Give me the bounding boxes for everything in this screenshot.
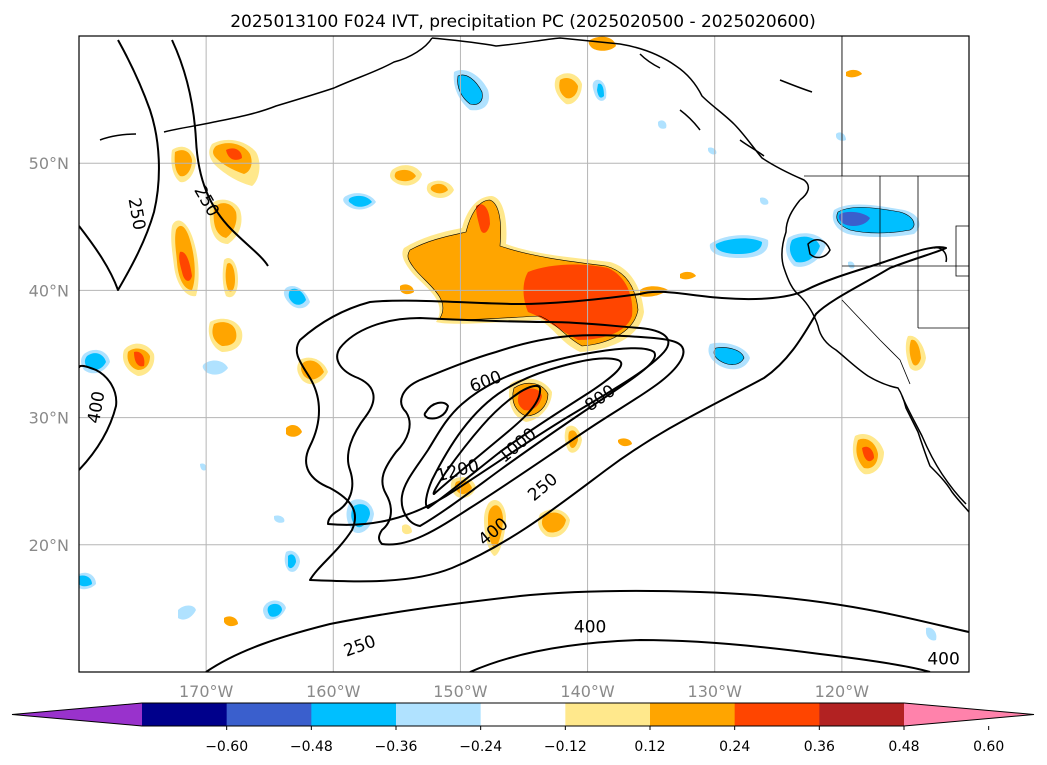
colorbar-segment <box>311 703 397 726</box>
x-axis-ticks: 170°W 160°W 150°W 140°W 130°W 120°W <box>179 682 869 701</box>
colorbar-segment <box>142 703 228 726</box>
colorbar-tick-label: 0.24 <box>719 739 750 755</box>
y-tick-label: 50°N <box>29 154 69 173</box>
map-frame <box>78 35 970 673</box>
colorbar-tick-label: 0.60 <box>973 739 1004 755</box>
colorbar-segment <box>650 703 736 726</box>
ivt-contour-label: 400 <box>574 617 606 637</box>
colorbar <box>11 702 1035 727</box>
precip-negative-areas <box>79 70 937 641</box>
colorbar-segment <box>734 703 820 726</box>
y-tick-label: 40°N <box>29 281 69 300</box>
colorbar-segment <box>396 703 482 726</box>
colorbar-tick-label: 0.12 <box>634 739 665 755</box>
colorbar-tick-label: −0.60 <box>205 739 248 755</box>
colorbar-tick-label: −0.36 <box>375 739 418 755</box>
colorbar-tick-label: −0.24 <box>459 739 502 755</box>
x-tick-label: 160°W <box>306 682 361 701</box>
x-tick-label: 150°W <box>433 682 488 701</box>
colorbar-tick-label: 0.48 <box>888 739 919 755</box>
colorbar-segment <box>226 703 312 726</box>
colorbar-tick-label: 0.36 <box>804 739 835 755</box>
x-tick-label: 170°W <box>179 682 234 701</box>
coastlines <box>99 37 969 513</box>
colorbar-outline <box>11 702 1035 727</box>
ivt-contour-label: 400 <box>927 649 959 669</box>
political-borders <box>804 36 969 385</box>
x-tick-label: 140°W <box>560 682 615 701</box>
y-tick-label: 20°N <box>29 536 69 555</box>
colorbar-segment <box>480 703 566 726</box>
colorbar-tick-label: −0.48 <box>290 739 333 755</box>
colorbar-extend-low <box>12 703 142 726</box>
chart-title: 2025013100 F024 IVT, precipitation PC (2… <box>230 12 816 32</box>
y-tick-label: 30°N <box>29 409 69 428</box>
y-axis-ticks: 20°N 30°N 40°N 50°N <box>29 154 69 555</box>
x-tick-label: 120°W <box>815 682 870 701</box>
ivt-contours <box>79 39 969 672</box>
colorbar-tick-label: −0.12 <box>544 739 587 755</box>
colorbar-tick-labels: −0.60 −0.48 −0.36 −0.24 −0.12 0.12 0.24 0.36 0.4… <box>205 726 1004 755</box>
colorbar-extend-high <box>904 703 1034 726</box>
colorbar-segment <box>565 703 651 726</box>
graticule <box>79 36 969 672</box>
colorbar-segment <box>819 703 905 726</box>
x-tick-label: 130°W <box>688 682 743 701</box>
